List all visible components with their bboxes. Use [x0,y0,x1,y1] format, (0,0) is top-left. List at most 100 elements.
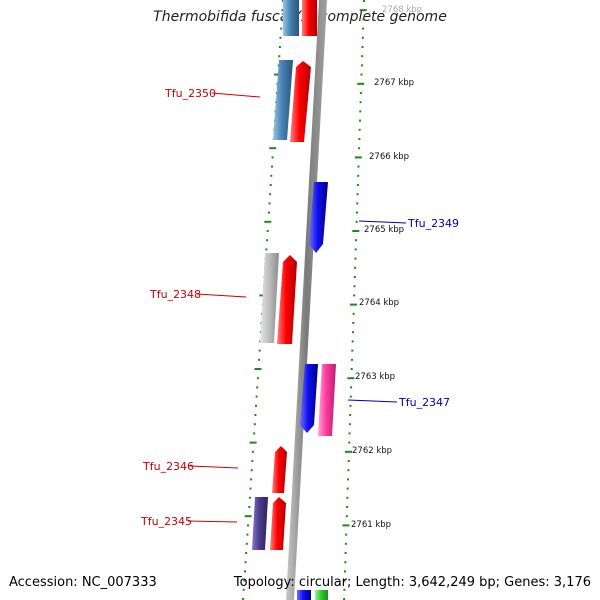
scale-tick [362,27,365,30]
scale-tick [350,386,353,389]
scale-label-2765: 2765 kbp [364,225,404,235]
gene-label-tfu-2350: Tfu_2350 [164,87,216,100]
scale-tick [251,450,254,453]
gene-label-tfu-2348: Tfu_2348 [149,288,201,301]
scale-tick [245,542,248,545]
scale-tick [354,156,362,159]
scale-tick [244,561,247,564]
scale-tick [355,220,358,223]
scale-label-2766: 2766 kbp [369,152,409,162]
scale-tick [269,184,272,186]
scale-tick [351,349,354,352]
scale-tick [253,432,256,435]
scale-tick [346,496,349,499]
scale-tick [280,18,283,21]
leader-tfu-2350 [211,92,261,98]
scale-tick [242,588,245,591]
scale-tick [242,598,245,600]
scale-tick [349,303,357,306]
scale-tick [349,414,352,416]
scale-tick [361,46,364,48]
scale-tick [363,0,365,2]
scale-tick [356,202,359,205]
scale-tick [348,423,351,426]
scale-tick [346,487,349,490]
scale-tick [353,294,356,297]
scale-tick [355,211,358,214]
gene-tfu-2347 [318,364,336,436]
scale-tick [359,92,362,94]
gene-tfu-2350-steel [273,60,293,140]
scale-tick [347,478,350,481]
scale-tick [354,266,357,269]
scale-tick [269,193,272,196]
scale-tick [348,441,351,444]
gene-tfu-2346 [272,446,287,493]
scale-tick [356,193,359,196]
scale-tick [249,441,257,444]
scale-label-2767: 2767 kbp [374,78,414,88]
scale-tick [347,460,350,462]
scale-tick [357,82,365,85]
gene-features [252,0,336,600]
scale-label-2762: 2762 kbp [352,446,392,456]
gene-green-bottom [315,590,328,600]
scale-tick [352,331,354,334]
scale-tick [347,469,350,472]
scale-tick [357,165,360,168]
scale-tick [266,239,269,242]
scale-tick [266,230,269,232]
accession-text: Accession: NC_007333 [9,575,157,590]
gene-tfu-2348 [277,255,297,344]
scale-tick [359,110,362,113]
scale-tick [357,174,360,177]
scale-tick [255,404,257,407]
scale-tick [248,506,251,508]
scale-tick [249,487,252,490]
scale-tick [355,239,357,242]
scale-tick [345,533,348,536]
scale-tick [344,570,346,573]
leader-tfu-2347 [347,399,398,403]
map-title: Thermobifida fusca YX, complete genome [153,9,447,25]
scale-tick [269,147,277,150]
gene-tfu-2348-gray [260,253,279,343]
scale-tick [358,138,361,140]
scale-tick [250,478,253,481]
scale-label-2763: 2763 kbp [355,372,395,382]
scale-tick [344,542,347,545]
scale-tick [245,552,248,554]
scale-tick [358,128,361,131]
scale-tick [358,147,361,150]
scale-tick [271,165,273,168]
gene-tfu-2350 [290,61,311,142]
scale-tick [346,506,349,508]
gene-label-tfu-2345: Tfu_2345 [140,515,192,528]
scale-tick [345,515,348,518]
scale-tick [360,64,363,67]
genome-backbone [286,0,327,600]
gene-red-top [302,0,317,36]
scale-tick [254,368,262,370]
scale-tick [256,377,259,380]
scale-tick [270,174,273,177]
scale-tick [352,230,360,232]
scale-tick [344,552,347,554]
scale-tick [352,322,355,324]
scale-tick [265,248,268,251]
topology-text: Topology: circular; Length: 3,642,249 bp… [233,575,591,590]
scale-tick [255,395,258,398]
scale-tick [353,276,356,278]
scale-tick [271,156,274,159]
scale-tick [254,414,257,416]
gene-label-tfu-2346: Tfu_2346 [142,460,194,473]
scale-tick [253,423,256,426]
scale-tick [354,257,357,260]
scale-tick [247,524,249,527]
scale-tick [274,73,282,76]
leader-tfu-2346 [189,465,239,469]
scale-tick [359,9,367,12]
scale-label-2764: 2764 kbp [359,298,399,308]
gene-steel-top [283,0,299,36]
